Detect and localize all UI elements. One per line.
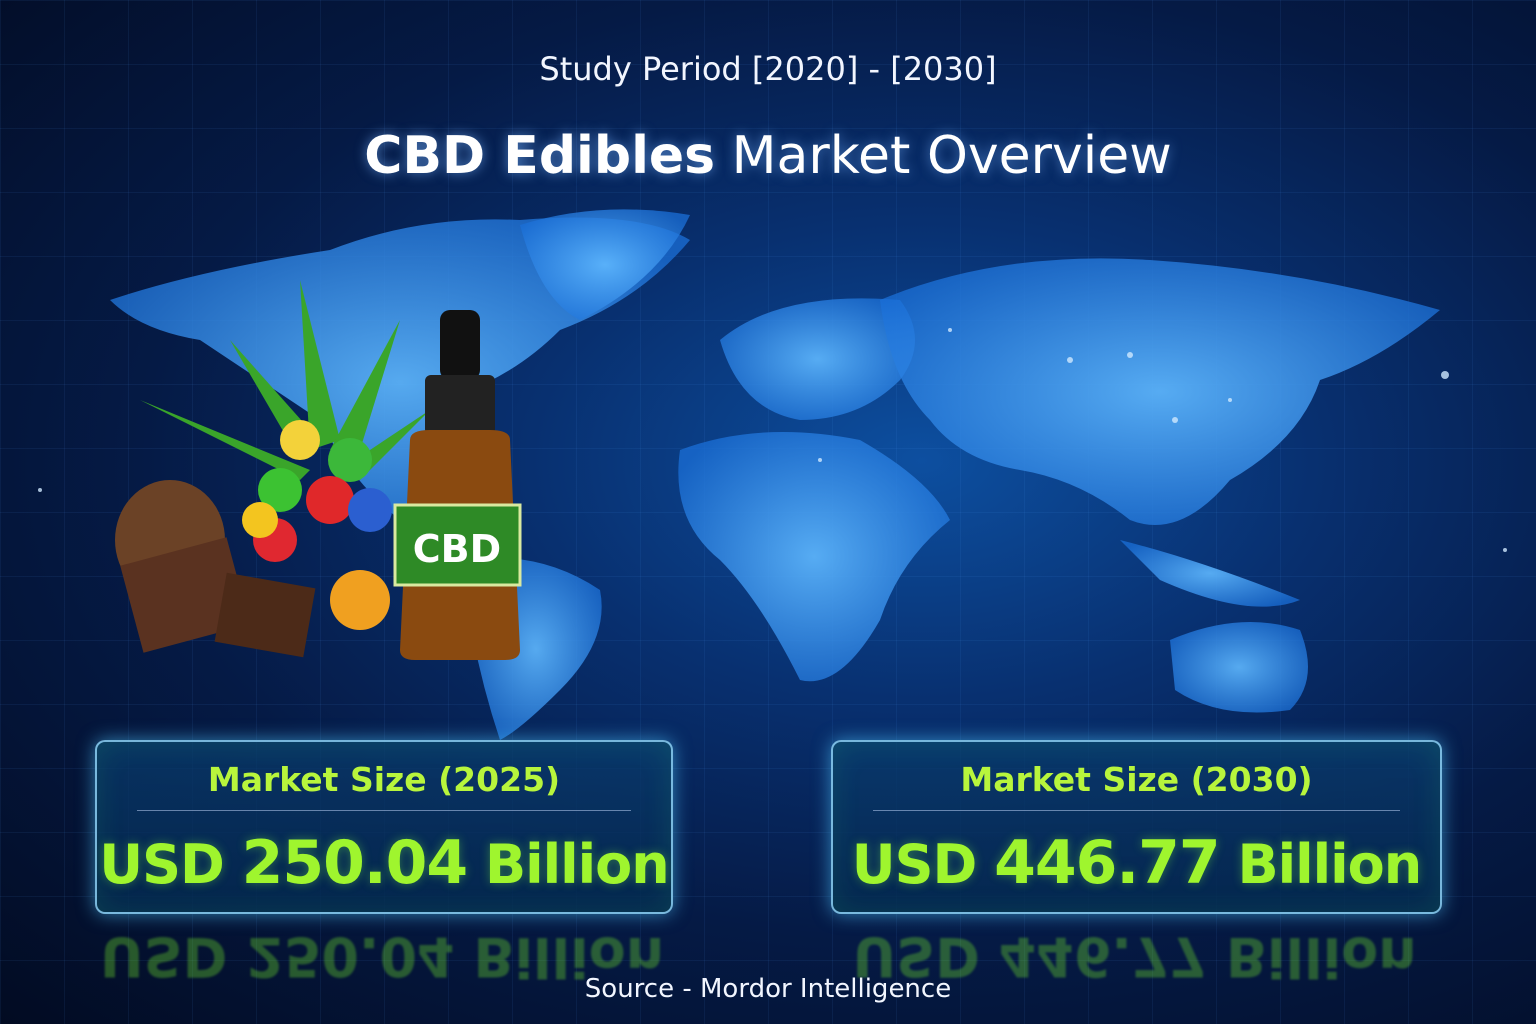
- africa: [678, 432, 950, 682]
- title-rest: Market Overview: [715, 126, 1172, 186]
- asia: [880, 258, 1440, 525]
- title-bold: CBD Edibles: [364, 126, 716, 186]
- australia: [1170, 622, 1308, 713]
- europe: [720, 298, 915, 420]
- page-title: CBD Edibles Market Overview: [0, 126, 1536, 186]
- market-size-card-2030: Market Size (2030) USD 446.77 Billion: [831, 740, 1442, 914]
- gummy-bears-icon: [242, 420, 392, 630]
- card-value: USD 250.04 Billion: [97, 828, 671, 898]
- amount: 250.04: [241, 828, 469, 898]
- currency: USD: [851, 833, 995, 896]
- unit: Billion: [1219, 833, 1422, 896]
- card-value: USD 446.77 Billion: [833, 828, 1440, 898]
- card-label: Market Size (2025): [207, 760, 561, 799]
- bottle-label: CBD: [413, 527, 501, 571]
- card-divider: [137, 810, 631, 811]
- cbd-edibles-illustration: CBD: [115, 280, 522, 660]
- unit: Billion: [467, 833, 670, 896]
- source-credit: Source - Mordor Intelligence: [584, 974, 952, 1004]
- amount: 446.77: [994, 828, 1221, 898]
- greenland: [520, 209, 690, 320]
- market-size-card-2025: Market Size (2025) USD 250.04 Billion: [95, 740, 673, 914]
- card-label: Market Size (2030): [960, 760, 1313, 799]
- chocolate-icon: [115, 480, 316, 658]
- southeast-asia: [1120, 540, 1300, 607]
- cbd-oil-bottle-icon: CBD: [393, 310, 522, 660]
- study-period: Study Period [2020] - [2030]: [539, 50, 997, 88]
- currency: USD: [99, 833, 242, 896]
- north-america: [110, 217, 690, 547]
- card-divider: [873, 810, 1400, 811]
